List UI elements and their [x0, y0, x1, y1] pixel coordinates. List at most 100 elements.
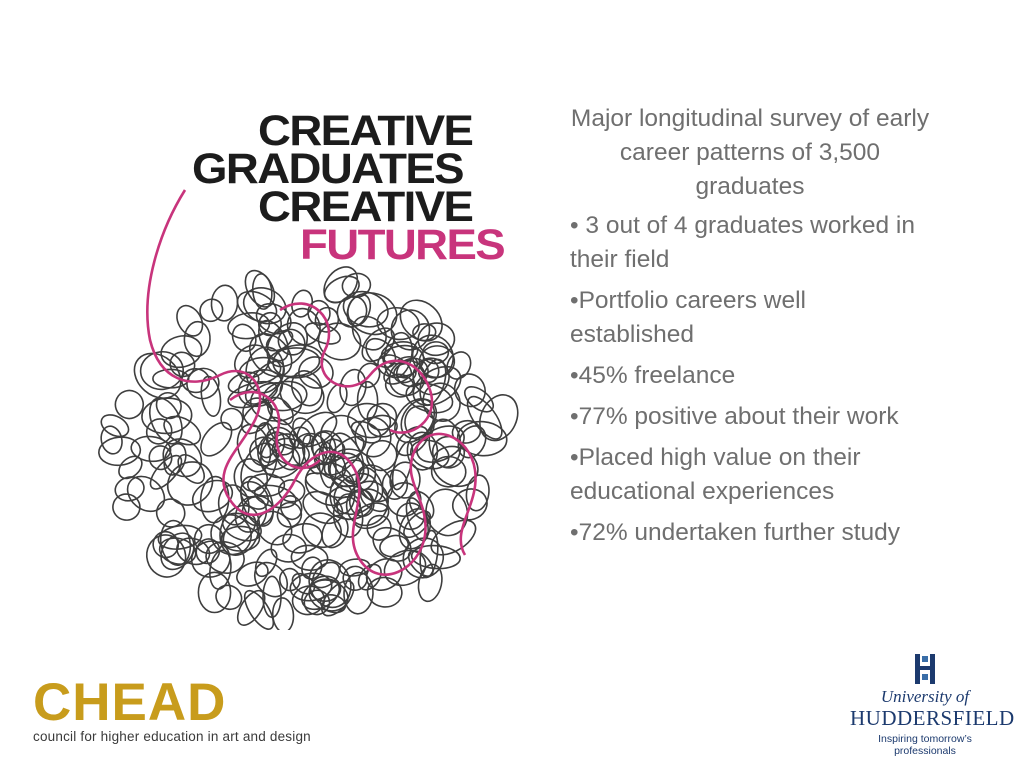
scribble-loop [148, 397, 183, 445]
scribble-loop [380, 341, 419, 365]
bullet-freelance: •45% freelance [570, 362, 736, 389]
scribble-loop [318, 441, 337, 489]
scribble-loop [305, 472, 353, 499]
scribble-loop [141, 397, 193, 435]
scribble-loop [277, 328, 306, 356]
scribble-loop [160, 335, 203, 369]
scribble-loop [236, 290, 278, 323]
logo-line-1: CREATIVE [258, 107, 474, 155]
scribble-loop [317, 322, 362, 361]
chead-logo: CHEAD council for higher education in ar… [33, 673, 311, 744]
chead-tagline: council for higher education in art and … [33, 729, 311, 744]
scribble-loop [304, 322, 341, 345]
scribble-loop [303, 589, 331, 616]
bullet-positive-work: •77% positive about their work [570, 403, 899, 430]
scribble-loop [176, 537, 211, 566]
scribble-loop [296, 411, 338, 448]
scribble-loop [365, 558, 403, 591]
scribble-loop [183, 320, 211, 358]
scribble-loop [240, 475, 275, 527]
scribble-loop [348, 488, 375, 517]
scribble-loop [451, 419, 482, 444]
huddersfield-university-of: University of [880, 687, 970, 706]
scribble-loop [145, 534, 187, 578]
scribble-loop [158, 537, 197, 565]
logo-line-3: CREATIVE [258, 183, 474, 231]
logo-line-2: GRADUATES [192, 145, 465, 193]
scribble-loop [466, 395, 503, 440]
scribble-loop [307, 299, 331, 326]
scribble-loop [220, 525, 261, 552]
scribble-loop [193, 523, 224, 555]
scribble-loop [130, 435, 172, 463]
chead-wordmark: CHEAD [33, 673, 227, 732]
scribble-loop [215, 584, 243, 611]
scribble-loop [220, 407, 244, 431]
scribble-loop [270, 533, 307, 563]
scribble-loop [139, 350, 184, 391]
pink-thread [146, 189, 477, 576]
scribble-loop [399, 299, 443, 342]
scribble-loop [366, 402, 398, 431]
scribble-loop [332, 495, 364, 538]
scribble-loop [366, 439, 398, 472]
huddersfield-crest-icon [915, 654, 935, 684]
scribble-loop [383, 549, 427, 587]
scribble-loop [465, 474, 490, 512]
scribble-loop [381, 469, 409, 500]
survey-intro: Major longitudinal survey of early caree… [570, 105, 930, 200]
scribble-loop [389, 461, 421, 499]
scribble-loop [163, 415, 202, 446]
scribble-loop [341, 272, 372, 299]
scribble-loop [446, 351, 472, 380]
scribble-loop [148, 445, 173, 471]
huddersfield-name: HUDDERSFIELD [850, 706, 1015, 730]
scribble-loop [453, 373, 486, 408]
scribble-loop [361, 327, 396, 363]
scribble-loop [200, 421, 233, 457]
scribble-loop [197, 571, 232, 614]
scribble-loop [249, 381, 303, 422]
scribble-loop [345, 480, 389, 527]
scribble-loop [253, 561, 289, 598]
scribble-loop [217, 484, 250, 526]
scribble-loop [278, 567, 301, 592]
scribble-loop [310, 430, 344, 464]
scribble-loop [379, 534, 410, 558]
scribble-loop [319, 414, 367, 460]
scribble-loop [326, 383, 348, 414]
scribble-loop [412, 323, 437, 342]
scribble-loop [278, 479, 306, 503]
scribble-loop [289, 572, 333, 602]
scribble-loop [114, 476, 145, 502]
scribble-loop [406, 431, 439, 471]
scribble-loop [351, 315, 387, 351]
scribble-loop [210, 284, 239, 322]
scribble-loop [126, 475, 166, 513]
scribble-loop [145, 418, 173, 445]
scribble-loop [346, 293, 372, 327]
scribble-loop [314, 306, 340, 333]
scribble-loop [251, 273, 273, 310]
summary-text: Major longitudinal survey of early caree… [570, 102, 930, 557]
bullet-educational-value: •Placed high value on their educational … [570, 444, 861, 505]
scribble-loop [257, 431, 295, 471]
scribble-loop [407, 549, 434, 577]
scribble-loop [347, 402, 392, 439]
scribble-loop [301, 556, 323, 580]
scribble-loop [354, 416, 392, 458]
scribble-loop [411, 334, 454, 379]
scribble-loop [357, 563, 382, 591]
huddersfield-logo: University of HUDDERSFIELD Inspiring tom… [850, 652, 1015, 757]
scribble-loop [451, 488, 488, 521]
scribble-loop [366, 414, 398, 438]
scribble-loop [240, 401, 274, 435]
scribble-loop [321, 514, 349, 549]
scribble-loop [410, 544, 461, 570]
scribble-loop [276, 501, 303, 528]
creative-graduates-logo: CREATIVE GRADUATES CREATIVE FUTURES [192, 110, 537, 267]
scribble-loop [227, 311, 271, 340]
scribble-loop [417, 322, 456, 357]
scribble-loop [323, 275, 360, 304]
bullet-worked-in-field: • 3 out of 4 graduates worked in their f… [570, 212, 915, 273]
